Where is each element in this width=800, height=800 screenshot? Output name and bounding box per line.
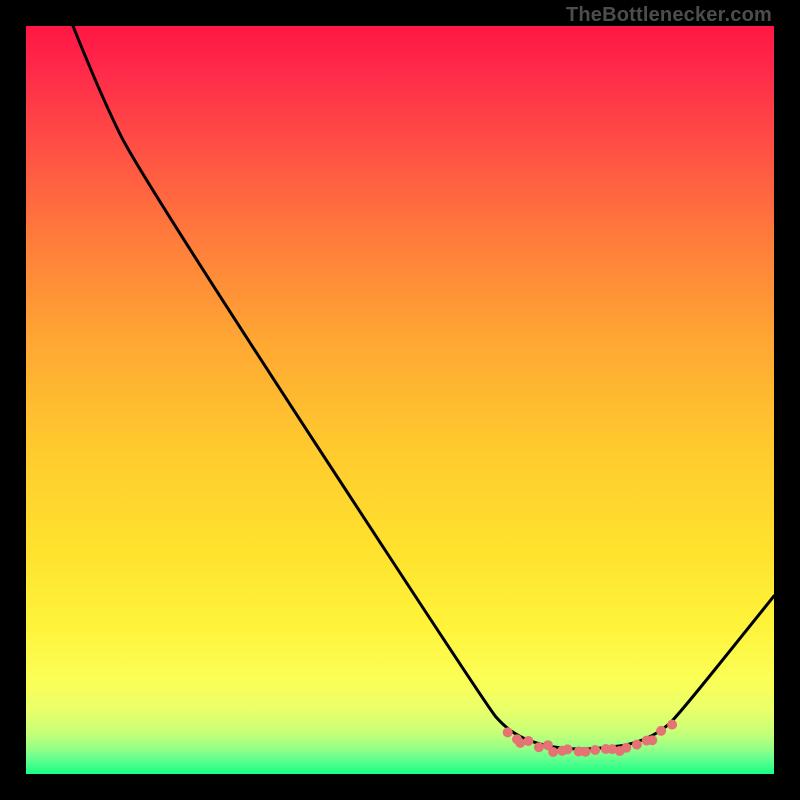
watermark-text: TheBottlenecker.com	[566, 4, 772, 27]
chart-frame: TheBottlenecker.com	[0, 0, 800, 800]
bottleneck-curve	[26, 26, 774, 774]
valley-markers	[503, 720, 677, 757]
plot-area	[26, 26, 774, 774]
